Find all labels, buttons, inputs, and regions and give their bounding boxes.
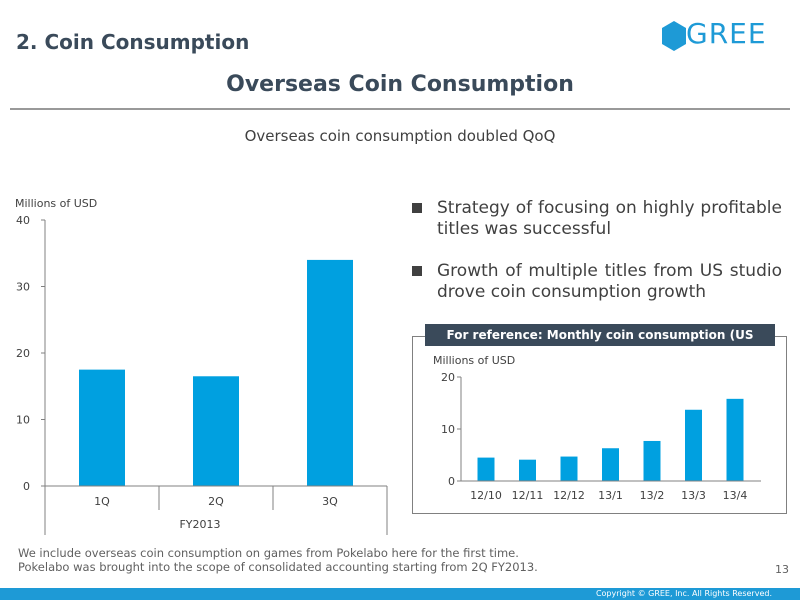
- bullet-square-icon: [412, 203, 422, 213]
- ref-xtick-label: 13/4: [723, 489, 748, 502]
- ref-bar-13/4: [726, 398, 744, 481]
- main-group-label: FY2013: [179, 518, 220, 531]
- ref-ytick-label: 10: [441, 423, 455, 436]
- bullet-growth: Growth of multiple titles from US studio…: [412, 261, 782, 303]
- reference-chart: Millions of USD 0 10 20 12/10 12/11 12/12 13/…: [433, 354, 761, 502]
- main-ytick-label: 40: [16, 214, 30, 227]
- main-ytick-label: 30: [16, 281, 30, 294]
- main-ytick-label: 10: [16, 414, 30, 427]
- subtitle: Overseas coin consumption doubled QoQ: [244, 127, 556, 145]
- logo-text: GREE: [686, 17, 767, 50]
- bullet-text: Growth of multiple titles from US studio…: [437, 261, 782, 302]
- ref-xtick-label: 12/12: [553, 489, 585, 502]
- reference-chart-label: For reference: Monthly coin consumption …: [425, 324, 775, 364]
- bullet-text: Strategy of focusing on highly profitabl…: [437, 198, 782, 239]
- ref-chart-ylabel: Millions of USD: [433, 354, 515, 367]
- main-bar-2Q: [193, 376, 239, 486]
- ref-bar-12/11: [519, 459, 536, 481]
- footnote-line-1: We include overseas coin consumption on …: [18, 546, 519, 560]
- ref-bar-13/1: [602, 448, 619, 481]
- main-ytick-label: 20: [16, 347, 30, 360]
- main-bar-1Q: [79, 369, 125, 486]
- ref-xtick-label: 12/10: [470, 489, 502, 502]
- copyright: Copyright © GREE, Inc. All Rights Reserv…: [595, 589, 772, 598]
- ref-xtick-label: 13/3: [681, 489, 706, 502]
- ref-xtick-label: 13/2: [640, 489, 665, 502]
- main-chart-ylabel: Millions of USD: [15, 197, 97, 210]
- title-divider: [10, 108, 790, 110]
- footnote-line-2: Pokelabo was brought into the scope of c…: [18, 560, 538, 574]
- hexagon-icon: [662, 21, 686, 51]
- ref-bar-12/10: [477, 457, 495, 481]
- main-xtick-label: 2Q: [208, 495, 224, 508]
- ref-bar-12/12: [560, 456, 578, 481]
- ref-xtick-label: 13/1: [598, 489, 623, 502]
- page-number: 13: [775, 563, 789, 576]
- footnote: We include overseas coin consumption on …: [18, 546, 538, 574]
- main-xtick-label: 3Q: [322, 495, 338, 508]
- ref-ytick-label: 0: [448, 475, 455, 488]
- main-xtick-label: 1Q: [94, 495, 110, 508]
- main-ytick-label: 0: [23, 480, 30, 493]
- bullet-strategy: Strategy of focusing on highly profitabl…: [412, 198, 782, 240]
- footer-bar: [0, 588, 800, 600]
- ref-bar-13/2: [643, 440, 661, 481]
- gree-logo: [662, 21, 686, 51]
- ref-ytick-label: 20: [441, 371, 455, 384]
- slide-title: 2. Coin Consumption: [16, 30, 250, 54]
- main-bar-3Q: [307, 259, 353, 486]
- bullet-square-icon: [412, 266, 422, 276]
- main-chart: Millions of USD 0 10 20 30 40 1Q 2Q 3Q FY2013: [15, 197, 388, 535]
- main-title: Overseas Coin Consumption: [226, 72, 574, 97]
- ref-bar-13/3: [685, 409, 702, 481]
- ref-xtick-label: 12/11: [512, 489, 544, 502]
